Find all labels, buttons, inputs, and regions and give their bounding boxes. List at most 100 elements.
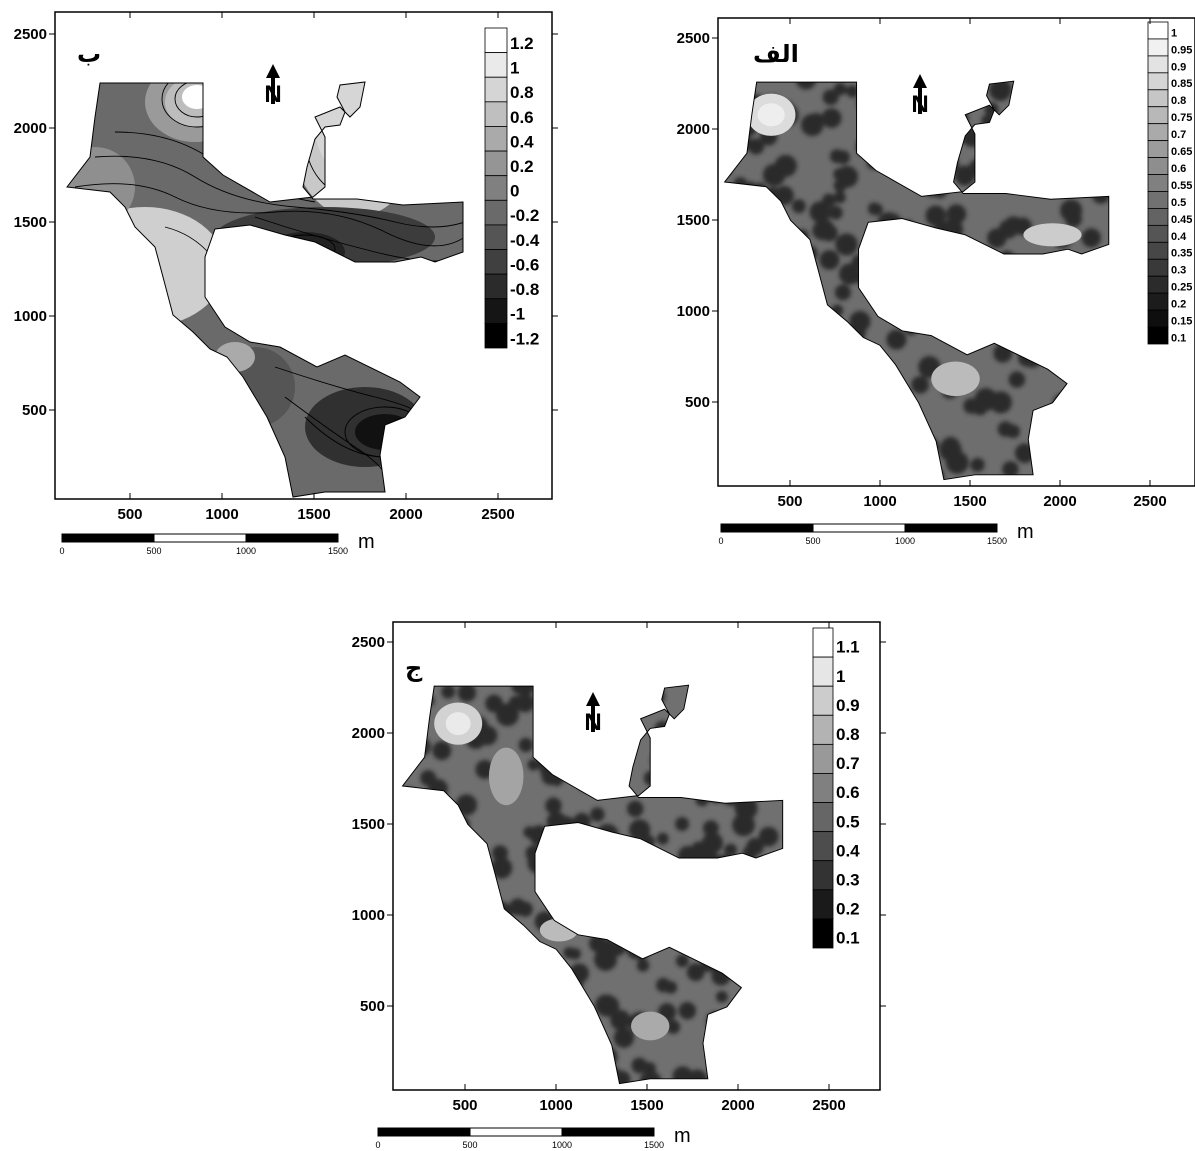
surface-texture-spot <box>509 898 527 916</box>
surface-texture-spot <box>1065 210 1082 228</box>
y-tick-label: 2500 <box>14 26 47 43</box>
scale-bar-label: 1000 <box>552 1140 572 1150</box>
scale-bar-label: 0 <box>375 1140 380 1150</box>
legend-swatch <box>1147 326 1169 345</box>
y-tick-label: 2500 <box>677 30 710 47</box>
legend-swatch <box>1147 55 1169 74</box>
scale-bar-label: 500 <box>462 1140 477 1150</box>
x-tick-label: 2000 <box>1043 493 1076 510</box>
legend-swatch <box>812 773 834 803</box>
scale-bar-label: 500 <box>146 546 161 556</box>
surface-texture-spot <box>457 685 477 703</box>
legend-swatch <box>484 249 508 275</box>
surface-texture-spot <box>527 758 540 771</box>
legend-label: 0.1 <box>836 929 860 948</box>
scale-bar-segment <box>377 1127 471 1137</box>
legend-swatch <box>484 175 508 201</box>
north-arrow-icon: N <box>584 692 602 736</box>
north-arrow-icon: N <box>264 64 282 108</box>
legend-swatch <box>484 224 508 250</box>
scale-bar-label: 1500 <box>644 1140 664 1150</box>
panel-title: الف <box>753 40 799 68</box>
x-tick-label: 500 <box>452 1097 477 1114</box>
scale-unit-label: m <box>358 531 375 553</box>
surface-texture-spot <box>656 832 669 845</box>
x-tick-label: 1500 <box>630 1097 663 1114</box>
x-tick-label: 500 <box>777 493 802 510</box>
surface-texture-spot <box>545 797 562 814</box>
legend-swatch <box>1147 224 1169 243</box>
legend-label: 0.6 <box>836 783 860 802</box>
scale-bar-label: 500 <box>805 536 820 546</box>
surface-texture-spot <box>911 376 929 394</box>
scale-bar-segment <box>812 523 906 533</box>
surface-texture-spot <box>774 154 797 177</box>
north-arrow-icon: N <box>911 74 929 118</box>
x-tick-label: 2500 <box>812 1097 845 1114</box>
x-tick-label: 1000 <box>863 493 896 510</box>
scale-unit-label: m <box>674 1125 691 1147</box>
legend-swatch <box>1147 258 1169 277</box>
legend-label: -1.2 <box>510 329 539 348</box>
surface-texture-spot <box>809 201 832 223</box>
legend-label: 0.9 <box>836 696 860 715</box>
y-tick-label: 1500 <box>677 212 710 229</box>
scale-bar-segment <box>720 523 814 533</box>
legend-label: -1 <box>510 305 525 324</box>
legend-label: 0.15 <box>1171 316 1192 328</box>
surface-texture-spot <box>819 249 840 270</box>
surface-texture-spot <box>490 857 513 879</box>
surface-texture-spot <box>432 741 452 761</box>
legend-label: 0.3 <box>836 870 860 889</box>
surface-texture-spot <box>702 820 719 837</box>
legend-label: 0.8 <box>1171 95 1186 107</box>
panel-title: ب <box>77 40 101 68</box>
legend-swatch <box>812 743 834 774</box>
legend-label: 0.8 <box>510 83 534 102</box>
x-axis: 500 1000 1500 2000 2500 <box>777 18 1167 510</box>
legend-label: 0.95 <box>1171 44 1192 56</box>
surface-texture-spot <box>821 108 842 129</box>
surface-texture-spot <box>997 421 1014 437</box>
surface-texture-spot <box>886 329 907 350</box>
y-tick-label: 2000 <box>14 120 47 137</box>
legend-swatch <box>1147 241 1169 260</box>
map-panel-b: ب N 1.2 1 0.8 0.6 0.4 0.2 0 -0.2 -0.4 -0.6 -0.8 -1 -… <box>14 11 558 556</box>
legend-label: 0.5 <box>836 812 860 831</box>
legend-swatch <box>1147 309 1169 328</box>
y-axis: 2500 2000 1500 1000 500 <box>677 30 718 411</box>
surface-texture-spot <box>867 202 881 216</box>
surface-texture-spot <box>666 1019 681 1034</box>
legend-label: 0.45 <box>1171 214 1192 226</box>
surface-texture-spot <box>1002 461 1019 478</box>
y-tick-label: 1000 <box>352 907 385 924</box>
color-legend: 1.1 1 0.9 0.8 0.7 0.6 0.5 0.4 0.3 0.2 0.1 <box>812 627 860 949</box>
color-legend: 1.2 1 0.8 0.6 0.4 0.2 0 -0.2 -0.4 -0.6 -0.8 -1 -1.2 <box>484 27 540 349</box>
surface-texture-spot <box>833 82 847 96</box>
scale-bar-segment <box>904 523 998 533</box>
surface-texture-spot <box>441 685 456 699</box>
y-axis: 2500 2000 1500 1000 500 <box>14 26 558 419</box>
x-tick-label: 500 <box>117 506 142 523</box>
x-tick-label: 1500 <box>953 493 986 510</box>
legend-label: 0.1 <box>1171 332 1186 344</box>
surface-texture-spot <box>636 959 650 972</box>
legend-label: 0.5 <box>1171 197 1186 209</box>
legend-label: 0.65 <box>1171 146 1192 158</box>
legend-label: -0.6 <box>510 255 539 274</box>
surface-texture-spot <box>972 400 988 416</box>
legend-label: 0 <box>510 182 519 201</box>
legend-swatch <box>812 802 834 833</box>
legend-swatch <box>1147 140 1169 158</box>
legend-swatch <box>1147 208 1169 226</box>
surface-texture-spot <box>715 990 728 1003</box>
scale-bar: 0 500 1000 1500 m <box>59 531 374 556</box>
scale-bar-segment <box>469 1127 563 1137</box>
legend-label: 0.2 <box>836 900 860 919</box>
legend-swatch <box>1147 292 1169 311</box>
legend-label: 0.7 <box>836 754 860 773</box>
surface-texture-spot <box>523 826 535 838</box>
legend-swatch <box>1147 72 1169 91</box>
legend-swatch <box>812 918 834 949</box>
x-tick-label: 2000 <box>721 1097 754 1114</box>
